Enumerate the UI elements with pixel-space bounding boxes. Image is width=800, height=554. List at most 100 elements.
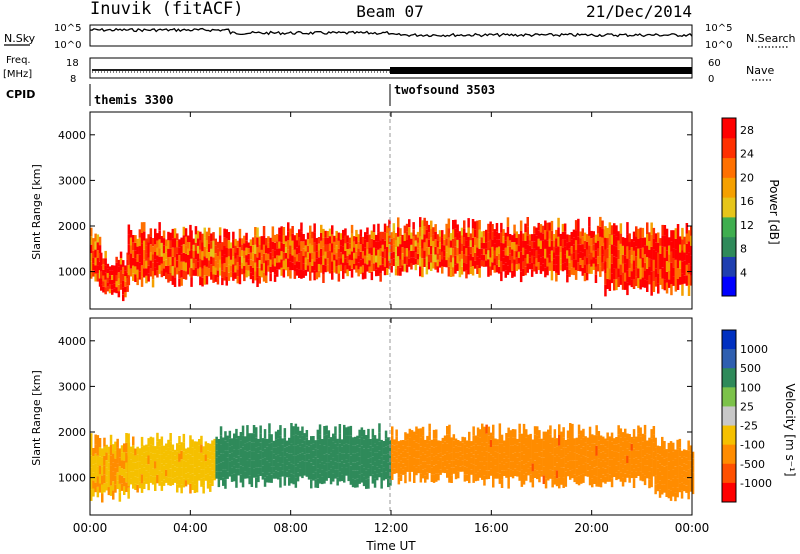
heatmap-cell bbox=[472, 445, 475, 455]
heatmap-cell bbox=[136, 269, 139, 278]
heatmap-cell bbox=[192, 251, 195, 258]
heatmap-cell bbox=[663, 279, 667, 291]
heatmap-cell bbox=[299, 453, 302, 462]
heatmap-cell bbox=[652, 434, 656, 443]
heatmap-cell bbox=[294, 466, 298, 478]
heatmap-cell bbox=[248, 441, 251, 451]
heatmap-cell bbox=[459, 456, 462, 462]
heatmap-cell bbox=[237, 462, 240, 469]
heatmap-cell bbox=[432, 438, 436, 448]
heatmap-cell bbox=[252, 451, 256, 461]
heatmap-cell bbox=[503, 470, 506, 476]
heatmap-cell bbox=[272, 453, 276, 460]
heatmap-cell bbox=[457, 471, 460, 479]
heatmap-cell bbox=[202, 446, 205, 455]
heatmap-cell bbox=[143, 240, 146, 250]
heatmap-cell bbox=[227, 232, 231, 241]
heatmap-cell bbox=[205, 275, 209, 285]
heatmap-cell bbox=[129, 261, 133, 269]
heatmap-cell bbox=[353, 264, 356, 270]
heatmap-cell bbox=[358, 465, 361, 475]
heatmap-cell bbox=[351, 445, 355, 454]
heatmap-cell bbox=[244, 464, 247, 472]
heatmap-cell bbox=[395, 465, 398, 474]
heatmap-cell bbox=[390, 259, 393, 266]
heatmap-cell bbox=[322, 274, 325, 283]
heatmap-cell bbox=[165, 456, 168, 464]
heatmap-cell bbox=[425, 220, 429, 230]
heatmap-cell bbox=[410, 437, 414, 444]
heatmap-cell bbox=[132, 265, 135, 274]
heatmap-cell bbox=[571, 469, 574, 479]
heatmap-cell bbox=[685, 275, 689, 286]
heatmap-cell bbox=[160, 263, 164, 271]
heatmap-cell bbox=[209, 459, 212, 468]
heatmap-cell bbox=[151, 238, 155, 247]
heatmap-cell bbox=[167, 439, 170, 448]
heatmap-cell bbox=[563, 254, 567, 263]
heatmap-cell bbox=[617, 452, 620, 462]
heatmap-cell bbox=[439, 463, 442, 470]
heatmap-cell bbox=[474, 252, 477, 261]
heatmap-cell bbox=[463, 220, 466, 229]
heatmap-cell bbox=[268, 472, 271, 483]
heatmap-cell bbox=[156, 233, 159, 241]
heatmap-cell bbox=[217, 447, 221, 455]
heatmap-cell bbox=[568, 248, 571, 256]
heatmap-cell bbox=[691, 472, 695, 480]
heatmap-cell bbox=[574, 230, 578, 241]
heatmap-cell bbox=[621, 432, 625, 442]
heatmap-cell bbox=[650, 448, 653, 459]
heatmap-cell bbox=[310, 462, 313, 471]
heatmap-cell bbox=[550, 240, 554, 251]
heatmap-cell bbox=[674, 466, 677, 476]
heatmap-cell bbox=[511, 270, 514, 278]
heatmap-cell bbox=[156, 449, 159, 458]
heatmap-cell bbox=[221, 270, 224, 278]
heatmap-cell bbox=[167, 454, 170, 463]
heatmap-cell bbox=[274, 447, 278, 456]
heatmap-cell bbox=[397, 477, 401, 485]
heatmap-cell bbox=[162, 253, 166, 261]
heatmap-cell bbox=[661, 484, 664, 495]
heatmap-cell bbox=[615, 437, 618, 445]
heatmap-cell bbox=[211, 448, 214, 456]
heatmap-cell bbox=[663, 458, 666, 467]
heatmap-cell bbox=[165, 239, 168, 246]
heatmap-cell bbox=[588, 446, 592, 456]
heatmap-cell bbox=[190, 277, 193, 287]
heatmap-cell bbox=[160, 256, 164, 264]
heatmap-cell bbox=[670, 230, 673, 241]
heatmap-cell bbox=[250, 460, 254, 470]
colorbar-segment bbox=[722, 276, 736, 297]
heatmap-cell bbox=[678, 447, 682, 457]
heatmap-cell bbox=[138, 448, 142, 455]
heatmap-cell bbox=[591, 460, 594, 470]
heatmap-cell bbox=[613, 268, 616, 280]
heatmap-cell bbox=[468, 448, 471, 458]
heatmap-cell bbox=[552, 234, 556, 241]
heatmap-cell bbox=[596, 241, 600, 249]
heatmap-cell bbox=[513, 250, 516, 260]
heatmap-cell bbox=[592, 263, 595, 270]
heatmap-cell bbox=[238, 265, 242, 275]
heatmap-cell bbox=[122, 280, 125, 288]
heatmap-cell bbox=[283, 428, 287, 438]
heatmap-cell bbox=[339, 245, 343, 253]
heatmap-cell bbox=[359, 229, 363, 237]
heatmap-cell bbox=[244, 443, 247, 451]
heatmap-cell bbox=[143, 459, 146, 468]
heatmap-cell bbox=[254, 271, 257, 281]
heatmap-cell bbox=[268, 423, 271, 434]
heatmap-cell bbox=[236, 247, 239, 255]
heatmap-cell bbox=[654, 233, 658, 243]
heatmap-cell bbox=[343, 473, 346, 483]
heatmap-cell bbox=[112, 490, 115, 500]
heatmap-cell bbox=[658, 480, 662, 490]
heatmap-cell bbox=[250, 442, 254, 452]
heatmap-cell bbox=[378, 432, 381, 442]
heatmap-cell bbox=[536, 452, 539, 462]
heatmap-cell bbox=[389, 440, 392, 448]
heatmap-cell bbox=[94, 463, 97, 473]
heatmap-cell bbox=[391, 462, 394, 472]
